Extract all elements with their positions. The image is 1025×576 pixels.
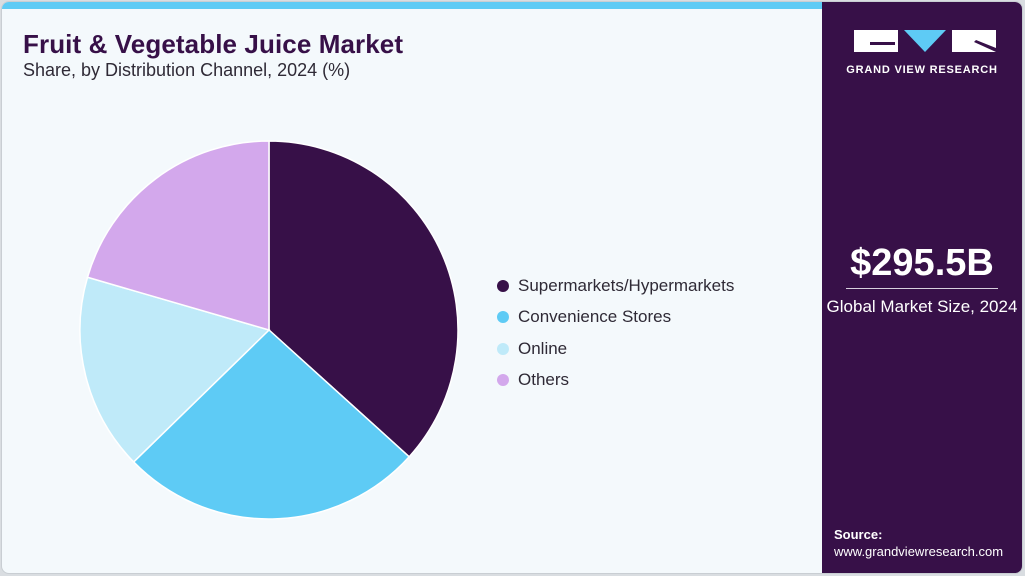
logo-text: GRAND VIEW RESEARCH: [846, 64, 998, 76]
pie-slice-others: [86, 140, 270, 331]
legend-label: Supermarkets/Hypermarkets: [518, 275, 735, 295]
chart-subtitle: Share, by Distribution Channel, 2024 (%): [23, 60, 351, 80]
legend-dot-icon: [497, 279, 509, 292]
summary-sidebar: GRAND VIEW RESEARCH $295.5B Global Marke…: [822, 2, 1022, 573]
pie-slice-online: [79, 276, 271, 464]
gvr-logo-icon: [854, 30, 996, 52]
legend-item-online: Online: [497, 333, 734, 365]
pie-slice-convenience-stores: [132, 328, 411, 520]
source-link[interactable]: www.grandviewresearch.com: [834, 544, 1004, 559]
market-size-label: Global Market Size, 2024: [826, 297, 1018, 316]
legend-label: Convenience Stores: [518, 307, 672, 327]
divider: [846, 288, 998, 289]
legend-dot-icon: [497, 342, 509, 355]
market-size-value: $295.5B: [850, 242, 994, 284]
chart-legend: Supermarkets/Hypermarkets Convenience St…: [497, 270, 734, 396]
pie-slice-supermarkets-hypermarkets: [268, 140, 459, 458]
pie-chart: [79, 140, 459, 520]
chart-title: Fruit & Vegetable Juice Market: [23, 29, 404, 59]
legend-label: Others: [518, 370, 570, 390]
legend-item-others: Others: [497, 365, 734, 397]
legend-dot-icon: [497, 374, 509, 387]
legend-item-convenience-stores: Convenience Stores: [497, 302, 734, 334]
legend-item-supermarkets: Supermarkets/Hypermarkets: [497, 270, 734, 302]
legend-dot-icon: [497, 311, 509, 324]
legend-label: Online: [518, 338, 568, 358]
source-label: Source:: [834, 527, 883, 542]
accent-bar: [2, 2, 824, 9]
